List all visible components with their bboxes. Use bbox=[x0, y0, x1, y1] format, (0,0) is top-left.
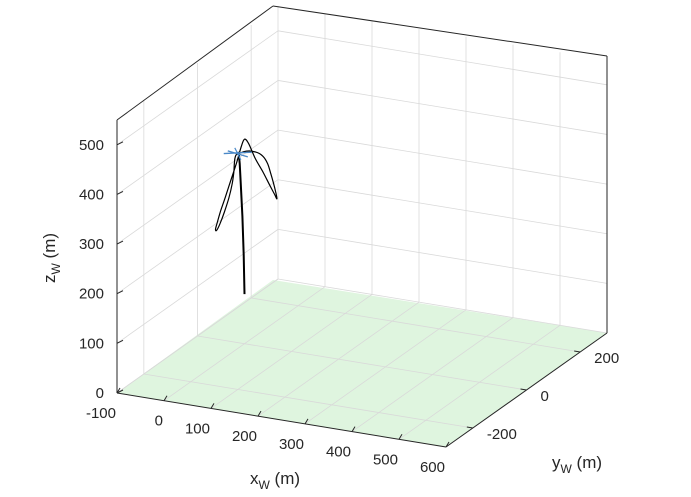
tick-marks bbox=[116, 141, 581, 448]
z-tick-label: 0 bbox=[96, 385, 104, 402]
x-tick-mark bbox=[351, 426, 356, 432]
z-axis-label-var: z bbox=[40, 275, 59, 284]
y-axis-label-var: y bbox=[552, 453, 561, 472]
x-tick-mark bbox=[445, 441, 450, 448]
z-tick-mark bbox=[116, 240, 124, 245]
x-tick-label: 500 bbox=[373, 451, 398, 468]
x-axis-label-sub: W bbox=[259, 478, 271, 492]
kite-marker bbox=[223, 147, 252, 161]
grid-line-z-left bbox=[116, 278, 279, 394]
x-axis-line bbox=[116, 392, 447, 448]
back-panels bbox=[117, 6, 607, 447]
x-tick-label: 100 bbox=[185, 420, 210, 437]
x-tick-mark bbox=[398, 434, 403, 440]
y-axis-label-sub: W bbox=[561, 462, 573, 476]
grid-line-z-left bbox=[116, 179, 279, 295]
z-tick-mark bbox=[116, 191, 124, 195]
z-tick-mark bbox=[116, 389, 124, 394]
z-axis-label-unit: (m) bbox=[40, 233, 59, 263]
x-axis-label: xW (m) bbox=[250, 469, 300, 492]
flight-path-line bbox=[214, 138, 278, 232]
grid-line-z-left bbox=[116, 30, 279, 146]
y-tick-mark bbox=[466, 426, 473, 429]
grid-line-z-right bbox=[277, 80, 608, 135]
tether-line bbox=[237, 151, 246, 295]
axes-box bbox=[116, 5, 608, 448]
grid-line-z-right bbox=[277, 30, 608, 86]
x-tick-label: 200 bbox=[232, 428, 257, 445]
x-tick-label: 400 bbox=[326, 444, 351, 461]
tick-labels: 0 100 200 300 400 500 -100 0 100 200 300 400 500 600 -… bbox=[79, 137, 619, 476]
y-tick-mark bbox=[520, 388, 527, 391]
grid-line-z-right bbox=[277, 179, 608, 235]
y-axis-label: yW (m) bbox=[552, 453, 602, 476]
x-tick-label: 0 bbox=[155, 413, 163, 430]
z-tick-mark bbox=[116, 339, 124, 344]
x-tick-label: 600 bbox=[420, 459, 445, 476]
y-axis-label-unit: (m) bbox=[572, 453, 602, 472]
x-tick-mark bbox=[257, 410, 262, 417]
x-tick-mark bbox=[304, 418, 309, 425]
grid-lines bbox=[116, 6, 608, 448]
kite-tail bbox=[234, 147, 242, 161]
x-tick-mark bbox=[210, 403, 215, 409]
box-edge bbox=[116, 5, 274, 121]
back-wall-right bbox=[273, 6, 607, 333]
y-tick-label: -200 bbox=[487, 426, 517, 443]
x-axis-label-unit: (m) bbox=[270, 469, 300, 488]
z-tick-label: 400 bbox=[79, 186, 104, 203]
box-edge bbox=[272, 5, 608, 57]
z-axis-label: zW (m) bbox=[40, 233, 63, 283]
grid-line-z-right bbox=[277, 228, 608, 284]
grid-line-y-floor bbox=[197, 335, 527, 391]
z-tick-mark bbox=[116, 290, 124, 295]
grid-line-y-floor bbox=[251, 297, 581, 353]
y-tick-label: 0 bbox=[541, 388, 549, 405]
z-tick-label: 500 bbox=[79, 137, 104, 154]
grid-line-y-floor bbox=[143, 373, 473, 429]
x-axis-label-var: x bbox=[250, 469, 259, 488]
x-tick-mark bbox=[163, 395, 168, 401]
x-tick-label: 300 bbox=[279, 436, 304, 453]
y-tick-label: 200 bbox=[594, 350, 619, 367]
grid-line-z-left bbox=[116, 229, 279, 344]
z-axis-label-sub: W bbox=[49, 263, 63, 275]
grid-line-z-right bbox=[277, 129, 608, 185]
ground-plane bbox=[117, 280, 607, 447]
x-tick-label: -100 bbox=[86, 405, 116, 422]
y-tick-mark bbox=[574, 350, 581, 353]
data-layer bbox=[214, 138, 278, 295]
z-tick-label: 300 bbox=[79, 236, 104, 253]
z-tick-label: 100 bbox=[79, 335, 104, 352]
z-tick-label: 200 bbox=[79, 286, 104, 303]
back-wall-left bbox=[117, 6, 273, 393]
z-tick-mark bbox=[116, 141, 124, 146]
grid-line-z-left bbox=[116, 80, 279, 195]
x-tick-mark bbox=[116, 387, 121, 394]
grid-line-z-right bbox=[277, 278, 608, 334]
